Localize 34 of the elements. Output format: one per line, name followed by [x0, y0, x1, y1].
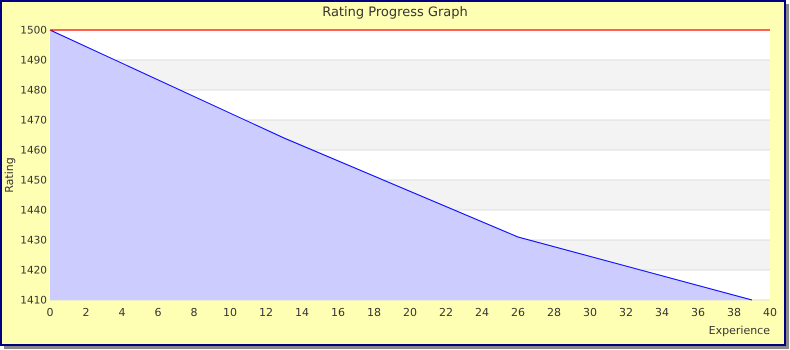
y-tick-label: 1430 — [20, 234, 47, 247]
x-tick-label: 6 — [154, 306, 162, 319]
x-tick-label: 34 — [655, 306, 669, 319]
x-tick-label: 32 — [619, 306, 633, 319]
x-tick-label: 40 — [763, 306, 777, 319]
x-tick-label: 26 — [511, 306, 525, 319]
x-tick-label: 8 — [190, 306, 198, 319]
y-tick-label: 1500 — [20, 24, 47, 37]
x-tick-label: 38 — [727, 306, 741, 319]
y-tick-label: 1440 — [20, 204, 47, 217]
x-tick-label: 4 — [118, 306, 126, 319]
y-tick-label: 1480 — [20, 84, 47, 97]
x-tick-label: 14 — [295, 306, 309, 319]
x-tick-label: 36 — [691, 306, 705, 319]
y-tick-label: 1470 — [20, 114, 47, 127]
x-axis-title: Experience — [708, 324, 770, 337]
x-tick-label: 16 — [331, 306, 345, 319]
y-axis-title: Rating — [3, 157, 16, 193]
y-tick-label: 1490 — [20, 54, 47, 67]
x-tick-label: 22 — [439, 306, 453, 319]
y-tick-label: 1460 — [20, 144, 47, 157]
x-tick-label: 12 — [259, 306, 273, 319]
y-tick-label: 1420 — [20, 264, 47, 277]
x-tick-label: 28 — [547, 306, 561, 319]
chart-title: Rating Progress Graph — [322, 5, 468, 20]
x-tick-label: 10 — [223, 306, 237, 319]
x-tick-label: 0 — [46, 306, 54, 319]
x-tick-label: 24 — [475, 306, 489, 319]
y-tick-label: 1450 — [20, 174, 47, 187]
x-tick-label: 2 — [82, 306, 90, 319]
x-tick-label: 20 — [403, 306, 417, 319]
x-tick-label: 30 — [583, 306, 597, 319]
y-tick-label: 1410 — [20, 294, 47, 307]
x-tick-label: 18 — [367, 306, 381, 319]
